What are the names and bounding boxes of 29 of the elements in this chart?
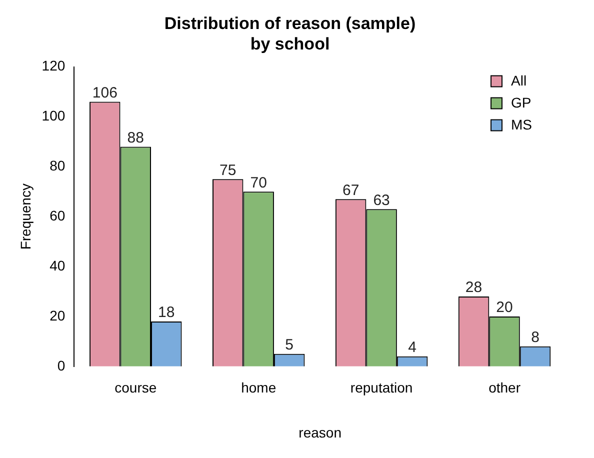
y-tick-label: 100	[42, 108, 66, 124]
x-axis-title: reason	[298, 424, 342, 440]
y-tick-label: 80	[50, 158, 66, 174]
legend-label: GP	[511, 94, 532, 111]
data-label: 5	[285, 336, 294, 354]
data-label: 106	[92, 84, 118, 102]
x-tick-label: course	[114, 380, 157, 396]
data-label: 70	[250, 174, 267, 192]
y-axis-title: Frequency	[17, 184, 34, 250]
y-tick-label: 40	[50, 257, 66, 274]
x-tick-label: reputation	[350, 380, 413, 396]
legend-label: All	[511, 72, 527, 89]
data-label: 4	[408, 339, 416, 356]
y-tick-label: 120	[42, 58, 66, 74]
y-tick-label: 60	[50, 207, 66, 224]
data-label: 20	[496, 299, 513, 316]
data-label: 18	[158, 304, 175, 322]
data-label: 88	[127, 129, 144, 146]
legend-label: MS	[511, 116, 532, 133]
data-label: 67	[342, 182, 360, 199]
y-tick-label: 20	[50, 307, 66, 324]
x-tick-label: other	[488, 380, 521, 396]
data-label: 28	[465, 279, 482, 296]
data-label: 8	[531, 329, 540, 346]
data-label: 63	[373, 192, 390, 209]
data-label: 75	[220, 162, 236, 179]
x-tick-label: home	[241, 380, 276, 396]
y-tick-label: 0	[57, 357, 66, 374]
chart-title: Distribution of reason (sample) by school	[164, 14, 416, 54]
